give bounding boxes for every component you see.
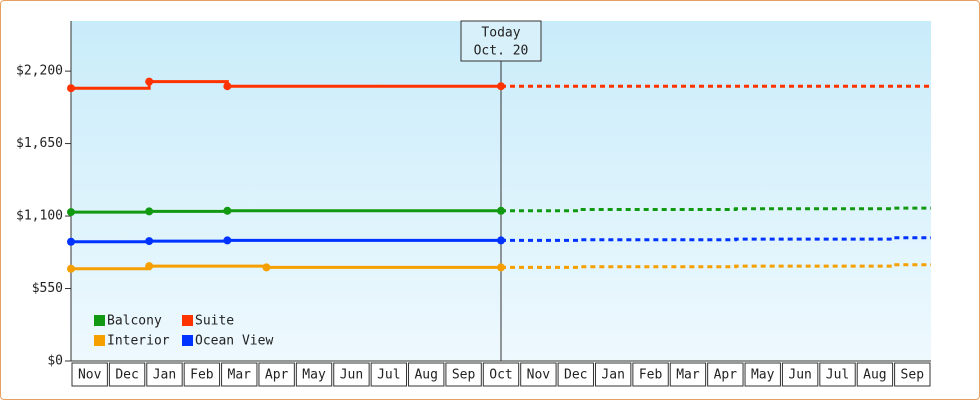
x-tick-label: Nov xyxy=(527,368,551,383)
x-tick-label: Jan xyxy=(153,368,176,383)
x-tick-box xyxy=(632,362,669,387)
x-tick-box xyxy=(146,362,183,387)
price-point xyxy=(223,206,232,215)
price-point xyxy=(223,236,232,245)
x-tick-box xyxy=(183,362,221,387)
x-tick-label: May xyxy=(302,368,326,383)
projected-line xyxy=(501,263,931,269)
price-point xyxy=(262,263,271,272)
legend-label: Interior xyxy=(107,334,170,349)
price-point xyxy=(497,82,505,91)
x-tick-label: Dec xyxy=(564,368,587,383)
legend-swatch xyxy=(182,335,193,346)
price-point xyxy=(223,82,232,91)
x-tick-box xyxy=(707,362,744,387)
x-tick-label: Nov xyxy=(78,368,102,383)
legend-label: Suite xyxy=(195,314,234,329)
legend-swatch xyxy=(94,335,105,346)
x-tick-label: Aug xyxy=(863,368,886,383)
x-tick-label: Jan xyxy=(601,368,624,383)
x-tick-box xyxy=(370,362,408,387)
x-tick-label: Jun xyxy=(788,368,811,383)
today-date: Oct. 20 xyxy=(474,44,529,59)
price-point xyxy=(497,263,505,272)
x-tick-label: Apr xyxy=(714,368,738,383)
today-label: Today xyxy=(481,26,520,41)
x-tick-box xyxy=(71,362,108,387)
price-point xyxy=(497,206,505,215)
y-tick-label: $0 xyxy=(47,354,63,369)
x-tick-box xyxy=(482,362,520,387)
price-line xyxy=(71,238,501,244)
legend-swatch xyxy=(182,315,193,326)
x-tick-label: Jun xyxy=(340,368,363,383)
x-tick-label: Sep xyxy=(452,368,476,383)
price-point xyxy=(67,264,75,273)
projected-line xyxy=(501,206,931,213)
projected-line xyxy=(501,236,931,242)
x-tick-label: Feb xyxy=(190,368,214,383)
x-tick-label: Dec xyxy=(115,368,138,383)
x-tick-box xyxy=(744,362,781,387)
x-tick-box xyxy=(781,362,819,387)
x-tick-box xyxy=(520,362,557,387)
x-tick-box xyxy=(295,362,333,387)
legend-label: Balcony xyxy=(107,314,162,329)
x-tick-box xyxy=(445,362,482,387)
today-box xyxy=(460,20,542,62)
price-point xyxy=(145,207,154,216)
x-tick-label: Aug xyxy=(414,368,437,383)
x-tick-label: Jul xyxy=(377,368,400,383)
price-point xyxy=(145,262,154,271)
x-tick-label: May xyxy=(751,368,775,383)
x-tick-box xyxy=(221,362,258,387)
x-tick-label: Mar xyxy=(228,368,252,383)
x-tick-label: Sep xyxy=(901,368,925,383)
x-tick-box xyxy=(408,362,445,387)
price-line xyxy=(71,80,501,90)
y-tick-label: $2,200 xyxy=(16,64,63,79)
price-point xyxy=(67,237,75,246)
price-point xyxy=(145,237,154,246)
x-tick-box xyxy=(557,362,594,387)
price-line xyxy=(71,209,501,214)
y-tick-label: $550 xyxy=(32,281,63,296)
price-point xyxy=(497,236,505,245)
x-tick-box xyxy=(894,362,931,387)
x-tick-box xyxy=(258,362,295,387)
y-tick-label: $1,650 xyxy=(16,136,63,151)
x-tick-label: Apr xyxy=(265,368,289,383)
x-tick-label: Oct xyxy=(489,368,512,383)
x-tick-box xyxy=(594,362,632,387)
x-tick-box xyxy=(669,362,707,387)
x-tick-box xyxy=(333,362,370,387)
x-tick-box xyxy=(108,362,146,387)
x-tick-label: Mar xyxy=(676,368,700,383)
price-point xyxy=(67,84,75,93)
x-tick-label: Jul xyxy=(826,368,849,383)
x-tick-box xyxy=(819,362,856,387)
x-tick-box xyxy=(856,362,894,387)
legend-label: Ocean View xyxy=(195,334,273,349)
x-tick-label: Feb xyxy=(639,368,663,383)
legend-swatch xyxy=(94,315,105,326)
price-point xyxy=(67,208,75,217)
y-tick-label: $1,100 xyxy=(16,209,63,224)
price-point xyxy=(145,77,154,86)
